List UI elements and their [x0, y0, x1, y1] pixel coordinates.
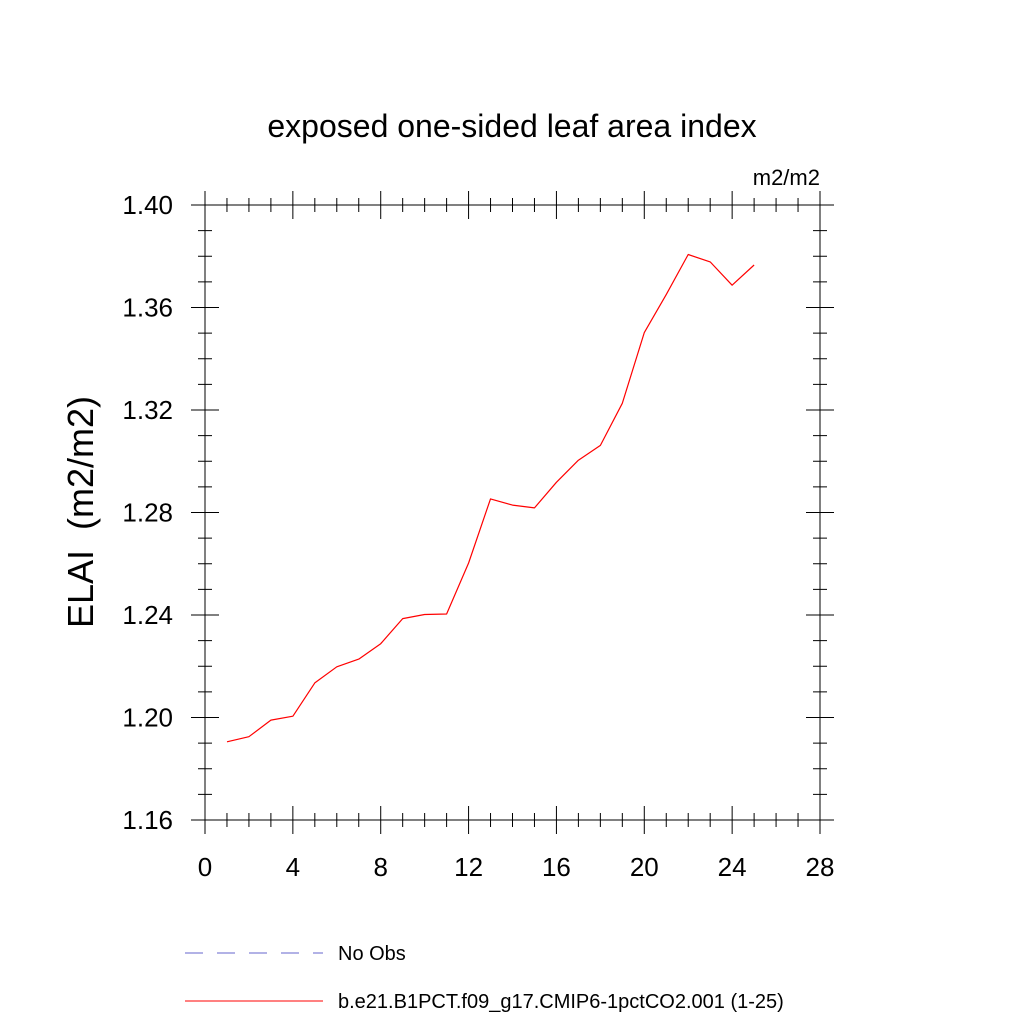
x-tick-label: 16	[542, 852, 571, 882]
series-layer	[226, 253, 755, 743]
series-line	[226, 253, 755, 743]
legend-label: No Obs	[338, 943, 406, 965]
axis-ticks: 0 4 8 12 16 20 24 28 1.16 1.20 1.24 1.28 1.32 1.36 1.4…	[122, 190, 834, 882]
legend: No Obs b.e21.B1PCT.f09_g17.CMIP6-1pctCO2.…	[185, 943, 784, 1013]
y-tick-label: 1.36	[122, 293, 173, 323]
x-tick-label: 0	[198, 852, 212, 882]
x-tick-label: 8	[373, 852, 387, 882]
legend-label: b.e21.B1PCT.f09_g17.CMIP6-1pctCO2.001 (1…	[338, 991, 784, 1013]
y-axis-label: ELAI (m2/m2)	[60, 396, 101, 628]
y-tick-label: 1.20	[122, 703, 173, 733]
y-tick-label: 1.28	[122, 498, 173, 528]
y-tick-label: 1.32	[122, 395, 173, 425]
units-label: m2/m2	[753, 165, 820, 190]
y-tick-label: 1.24	[122, 600, 173, 630]
x-tick-label: 12	[454, 852, 483, 882]
y-tick-label: 1.16	[122, 805, 173, 835]
x-tick-label: 28	[806, 852, 835, 882]
x-tick-label: 4	[286, 852, 300, 882]
plot-frame	[204, 204, 821, 821]
x-tick-label: 20	[630, 852, 659, 882]
x-tick-label: 24	[718, 852, 747, 882]
y-tick-label: 1.40	[122, 190, 173, 220]
chart-title: exposed one-sided leaf area index	[267, 108, 756, 144]
